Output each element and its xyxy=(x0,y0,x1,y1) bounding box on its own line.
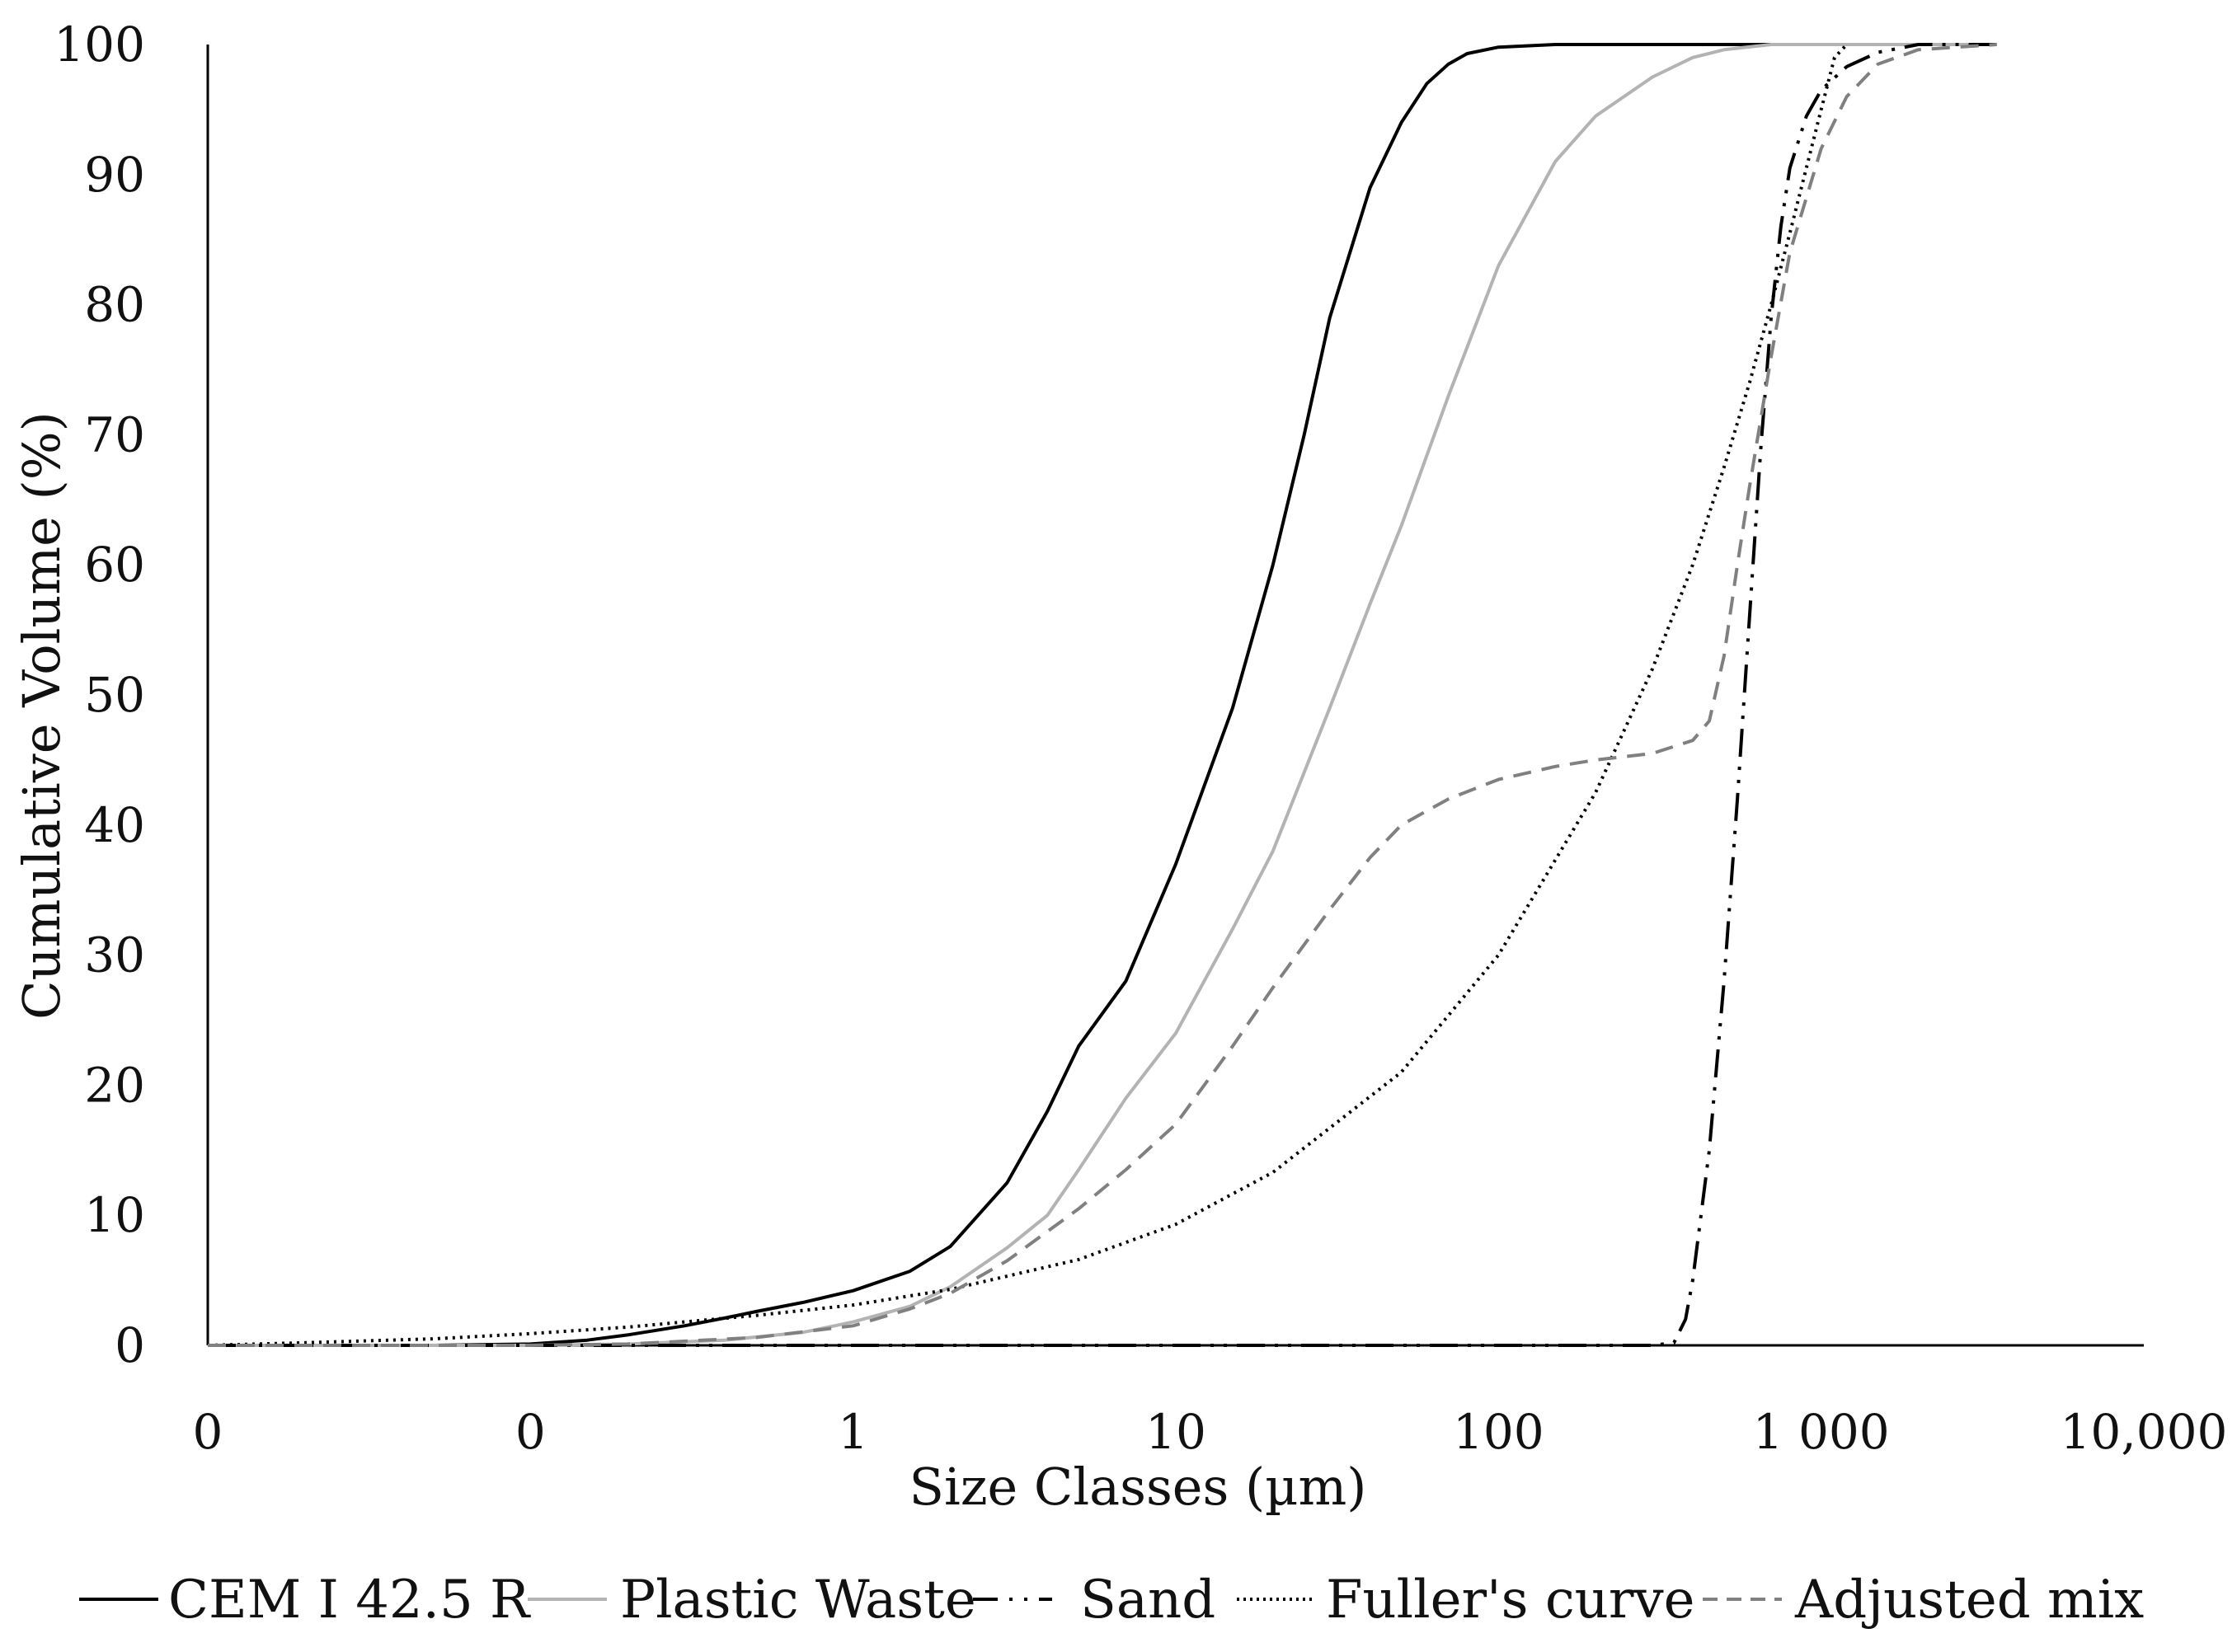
y-tick-label: 80 xyxy=(84,277,145,333)
x-tick-label: 10 xyxy=(1145,1404,1206,1460)
x-tick-label: 1 000 xyxy=(1753,1404,1890,1460)
x-tick-label: 100 xyxy=(1453,1404,1544,1460)
series-line-0 xyxy=(208,43,1997,1347)
y-tick-label: 10 xyxy=(84,1187,145,1243)
legend-label-2: Sand xyxy=(1080,1570,1215,1631)
x-tick-label: 1 xyxy=(838,1404,868,1460)
series-line-3 xyxy=(207,43,1849,1347)
y-tick-label: 30 xyxy=(84,927,145,983)
x-tick-label: 0 xyxy=(193,1404,223,1460)
legend-label-0: CEM I 42.5 R xyxy=(168,1570,531,1631)
legend-label-1: Plastic Waste xyxy=(620,1570,976,1631)
y-tick-label: 0 xyxy=(115,1317,145,1373)
legend: CEM I 42.5 R Plastic Waste Sand Fuller's cu… xyxy=(79,1570,2144,1631)
legend-label-3: Fuller's curve xyxy=(1326,1570,1695,1631)
y-tick-label: 40 xyxy=(84,797,145,853)
y-tick-label: 60 xyxy=(84,537,145,593)
series-line-4 xyxy=(208,43,1997,1347)
y-tick-label: 20 xyxy=(84,1057,145,1113)
y-axis-title: Cumulative Volume (%) xyxy=(12,411,72,1020)
y-tick-label: 90 xyxy=(84,147,145,203)
y-tick-label: 100 xyxy=(54,16,145,73)
legend-label-4: Adjusted mix xyxy=(1794,1570,2144,1631)
series-line-1 xyxy=(208,43,1997,1347)
series-line-2 xyxy=(208,43,1997,1347)
y-tick-label: 70 xyxy=(84,406,145,462)
x-tick-label: 0 xyxy=(515,1404,546,1460)
x-tick-label: 10,000 xyxy=(2061,1404,2228,1460)
y-tick-label: 50 xyxy=(84,667,145,723)
plot-area xyxy=(207,43,1997,1347)
x-axis-title: Size Classes (µm) xyxy=(909,1457,1367,1517)
